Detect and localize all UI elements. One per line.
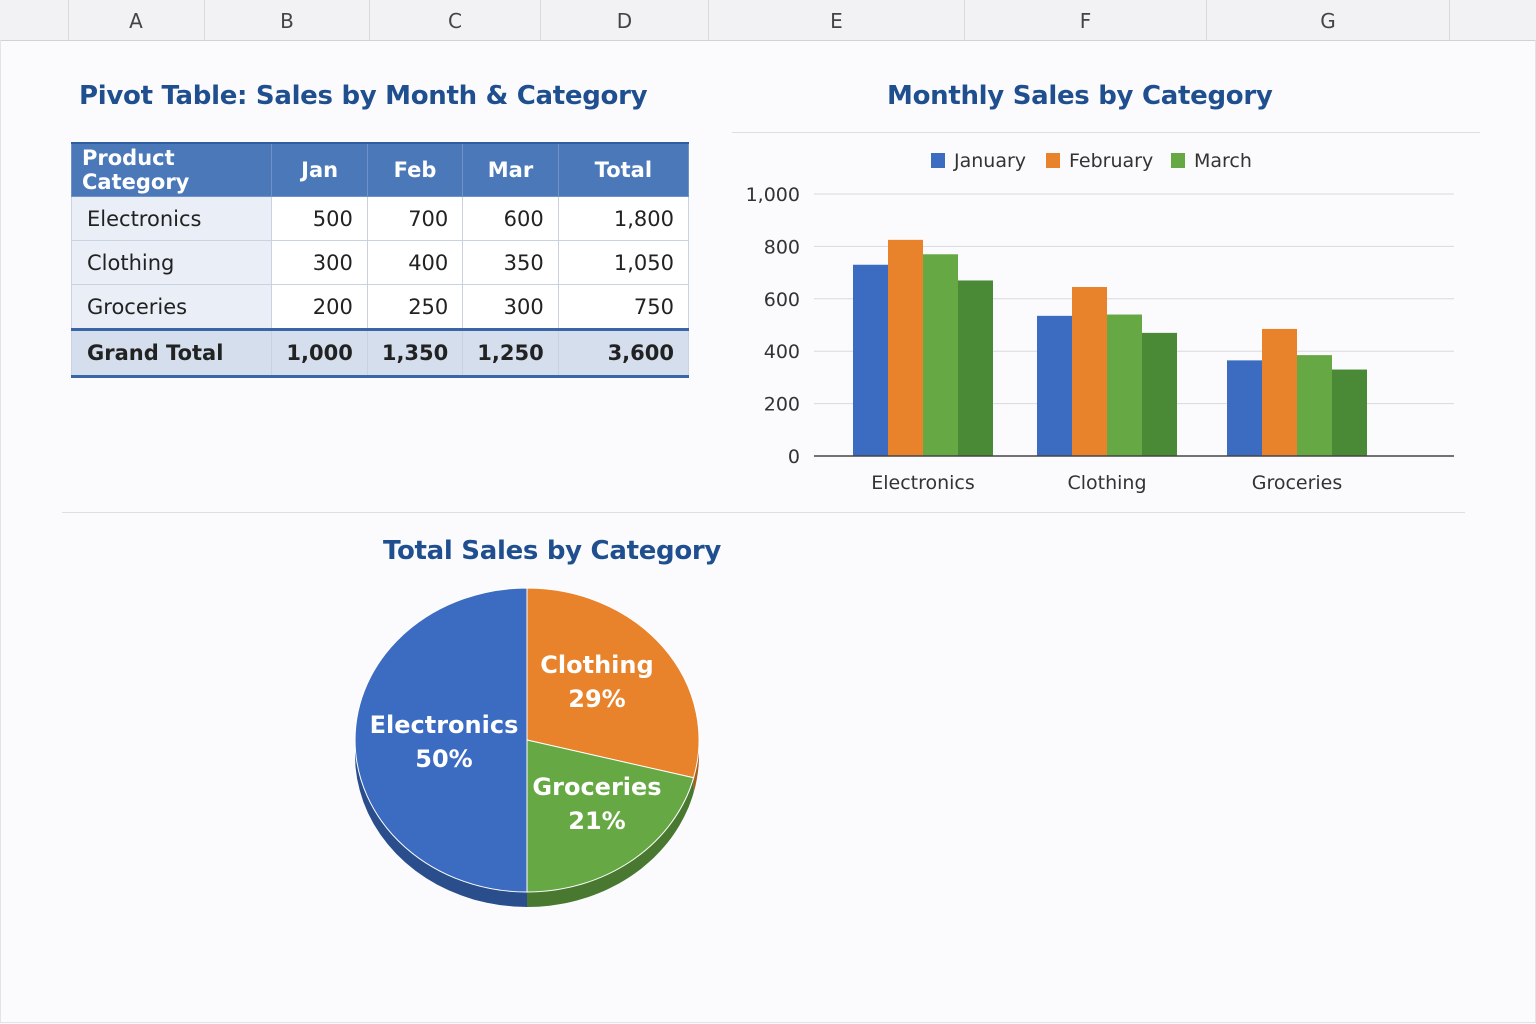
column-header-f[interactable]: F xyxy=(965,0,1207,40)
pivot-header-row: Product Category Jan Feb Mar Total xyxy=(70,142,690,197)
header-product-category[interactable]: Product Category xyxy=(70,142,273,197)
grand-total-row: Grand Total 1,000 1,350 1,250 3,600 xyxy=(70,328,690,378)
column-header-d[interactable]: D xyxy=(541,0,709,40)
table-row: Clothing 300 400 350 1,050 xyxy=(70,240,690,285)
bar-chart[interactable]: 0 200 400 600 800 1,000 Electronics Clothing Gro… xyxy=(732,140,1492,510)
pie-chart[interactable]: Clothing 29% Groceries 21% Electronics 50% xyxy=(330,575,730,945)
bar-electronics-march[interactable] xyxy=(923,254,958,456)
legend-swatch xyxy=(1171,153,1185,168)
bar-clothing-series-4[interactable] xyxy=(1142,332,1177,456)
pie-slice-clothing[interactable] xyxy=(526,587,700,779)
x-tick-label: Clothing xyxy=(1067,472,1146,494)
bar-groceries-january[interactable] xyxy=(1227,360,1262,456)
pie-label: Electronics xyxy=(370,711,519,739)
legend-swatch xyxy=(1046,153,1060,168)
bar-groceries-series-4[interactable] xyxy=(1332,369,1367,456)
table-row: Electronics 500 700 600 1,800 xyxy=(70,196,690,241)
pie-label: Clothing xyxy=(540,651,653,679)
y-tick-label: 1,000 xyxy=(746,184,800,206)
pie-chart-title: Total Sales by Category xyxy=(383,536,722,566)
row-label-cell[interactable]: Clothing xyxy=(70,240,273,285)
y-tick-label: 800 xyxy=(764,236,800,258)
legend-label[interactable]: February xyxy=(1069,150,1153,172)
grand-total-cell[interactable]: 1,000 xyxy=(271,328,368,378)
value-cell[interactable]: 700 xyxy=(366,196,464,241)
column-header-e[interactable]: E xyxy=(709,0,965,40)
bar-electronics-january[interactable] xyxy=(853,264,888,456)
grand-total-cell[interactable]: 1,350 xyxy=(366,328,464,378)
row-label-cell[interactable]: Electronics xyxy=(70,196,273,241)
legend-label[interactable]: January xyxy=(953,150,1026,172)
pivot-table-title: Pivot Table: Sales by Month & Category xyxy=(79,81,648,111)
legend-swatch xyxy=(931,153,945,168)
row-label-cell[interactable]: Groceries xyxy=(70,284,273,330)
y-tick-label: 0 xyxy=(788,446,800,468)
bar-chart-title: Monthly Sales by Category xyxy=(887,81,1273,111)
grand-total-cell[interactable]: 3,600 xyxy=(557,328,690,378)
column-header-g[interactable]: G xyxy=(1207,0,1450,40)
legend-label[interactable]: March xyxy=(1194,150,1252,172)
value-cell[interactable]: 300 xyxy=(271,240,368,285)
section-divider xyxy=(62,512,1465,513)
value-cell[interactable]: 250 xyxy=(366,284,464,330)
bar-groceries-march[interactable] xyxy=(1297,355,1332,456)
pie-slice-electronics[interactable] xyxy=(354,587,528,893)
value-cell[interactable]: 750 xyxy=(557,284,690,330)
value-cell[interactable]: 400 xyxy=(366,240,464,285)
value-cell[interactable]: 200 xyxy=(271,284,368,330)
pie-percent-label: 21% xyxy=(568,807,625,835)
pie-label: Groceries xyxy=(532,773,661,801)
y-tick-label: 600 xyxy=(764,289,800,311)
header-jan[interactable]: Jan xyxy=(271,142,368,197)
column-header-c[interactable]: C xyxy=(370,0,541,40)
pie-percent-label: 29% xyxy=(568,685,625,713)
bar-clothing-march[interactable] xyxy=(1107,314,1142,456)
bar-chart-title-divider xyxy=(732,132,1480,133)
grand-total-label[interactable]: Grand Total xyxy=(70,328,273,378)
y-tick-label: 400 xyxy=(764,341,800,363)
bar-electronics-series-4[interactable] xyxy=(958,280,993,456)
pie-percent-label: 50% xyxy=(415,745,472,773)
value-cell[interactable]: 300 xyxy=(462,284,559,330)
value-cell[interactable]: 350 xyxy=(462,240,559,285)
column-header-bar: A B C D E F G xyxy=(0,0,1536,41)
header-total[interactable]: Total xyxy=(557,142,690,197)
bar-groceries-february[interactable] xyxy=(1262,328,1297,456)
y-tick-label: 200 xyxy=(764,394,800,416)
value-cell[interactable]: 1,050 xyxy=(557,240,690,285)
column-header-a[interactable]: A xyxy=(68,0,205,40)
bar-electronics-february[interactable] xyxy=(888,239,923,456)
table-row: Groceries 200 250 300 750 xyxy=(70,284,690,330)
bar-clothing-january[interactable] xyxy=(1037,315,1072,456)
x-tick-label: Groceries xyxy=(1252,472,1343,494)
column-header-b[interactable]: B xyxy=(205,0,370,40)
header-feb[interactable]: Feb xyxy=(366,142,464,197)
pivot-table[interactable]: Product Category Jan Feb Mar Total Elect… xyxy=(70,142,690,378)
pie-rim-groceries xyxy=(527,777,694,907)
value-cell[interactable]: 1,800 xyxy=(557,196,690,241)
value-cell[interactable]: 500 xyxy=(271,196,368,241)
select-all-corner[interactable] xyxy=(0,0,69,40)
header-mar[interactable]: Mar xyxy=(462,142,559,197)
pie-slice-groceries[interactable] xyxy=(526,739,695,893)
grand-total-cell[interactable]: 1,250 xyxy=(462,328,559,378)
bar-clothing-february[interactable] xyxy=(1072,287,1107,456)
x-tick-label: Electronics xyxy=(871,472,975,494)
value-cell[interactable]: 600 xyxy=(462,196,559,241)
